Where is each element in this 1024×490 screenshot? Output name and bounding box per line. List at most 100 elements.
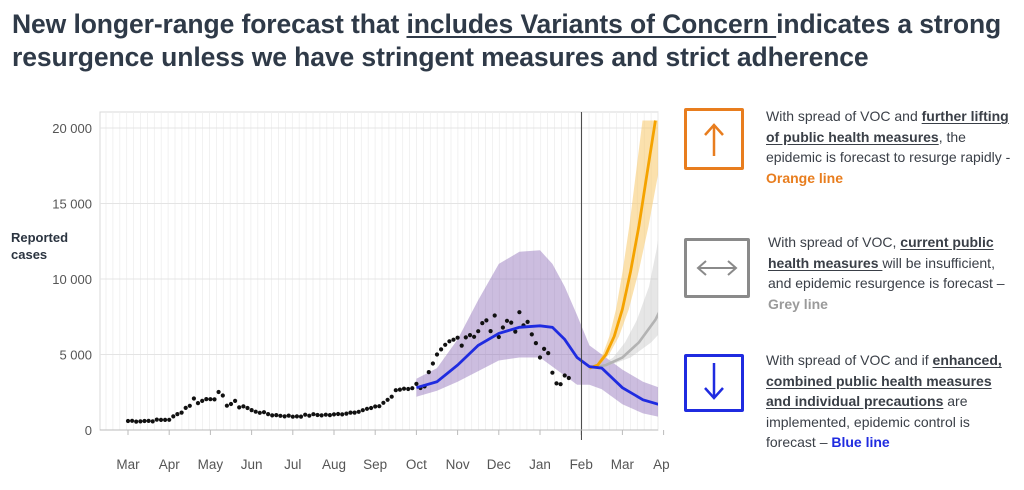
data-point — [319, 413, 324, 418]
data-point — [233, 398, 238, 403]
data-point — [134, 419, 139, 424]
data-point — [266, 412, 271, 417]
data-point — [344, 411, 349, 416]
data-point — [294, 414, 299, 419]
data-point — [558, 382, 563, 387]
data-point — [533, 341, 539, 346]
legend-blue: With spread of VOC and if enhanced, comb… — [684, 350, 1014, 480]
data-point — [336, 411, 341, 417]
orange-forecast-line — [588, 120, 657, 370]
data-point — [348, 410, 353, 415]
data-point — [467, 333, 473, 338]
data-point — [158, 417, 164, 422]
data-point — [171, 414, 176, 419]
data-point — [513, 329, 518, 334]
data-point — [463, 335, 468, 340]
x-tick-label: Mar — [116, 457, 140, 472]
data-point — [434, 352, 440, 357]
x-tick-label: Jun — [241, 457, 263, 472]
data-point — [200, 398, 205, 403]
arrow-up-icon — [704, 123, 724, 156]
blue-line-label: Blue line — [831, 434, 890, 450]
legend-grey: With spread of VOC, current public healt… — [684, 232, 1014, 332]
data-point — [484, 318, 489, 323]
legend-orange: With spread of VOC and further lifting o… — [684, 106, 1014, 206]
data-point — [537, 355, 543, 360]
data-point — [154, 417, 159, 422]
data-point — [138, 419, 143, 424]
data-point — [142, 418, 147, 424]
data-point — [191, 396, 196, 401]
orange-line-label: Orange line — [766, 169, 844, 186]
data-point — [183, 405, 188, 410]
x-tick-label: May — [198, 457, 224, 472]
y-tick-label: 20 000 — [52, 121, 92, 136]
data-point — [163, 417, 168, 422]
data-point — [393, 388, 398, 393]
data-point — [496, 334, 501, 340]
data-point — [327, 413, 332, 418]
plot-series-group — [125, 120, 658, 424]
data-point — [410, 386, 415, 391]
x-tick-label: Jul — [284, 457, 301, 472]
data-point — [298, 414, 304, 419]
x-tick-label: Nov — [446, 457, 470, 472]
data-point — [257, 410, 262, 415]
data-point — [500, 325, 505, 330]
data-point — [397, 387, 402, 392]
data-point — [208, 397, 213, 402]
data-point — [274, 413, 279, 418]
title-pre: New longer-range forecast that — [12, 9, 407, 39]
data-point — [360, 408, 365, 413]
data-point — [179, 410, 184, 415]
page-title: New longer-range forecast that includes … — [12, 8, 1017, 74]
data-point — [426, 370, 431, 375]
data-point — [566, 375, 571, 381]
title-post: indicates a strong resurgence unless we … — [12, 9, 1002, 72]
title-underlined: includes Variants of Concern — [406, 9, 777, 39]
blue-forecast-line — [416, 324, 658, 406]
data-point — [331, 412, 337, 417]
data-point — [278, 413, 283, 418]
data-point — [414, 381, 419, 386]
data-point — [146, 418, 151, 423]
data-point — [476, 329, 481, 334]
data-point — [307, 413, 312, 418]
data-point — [364, 406, 370, 411]
data-point — [377, 404, 382, 409]
legend-grey-text: With spread of VOC, current public healt… — [768, 234, 1005, 312]
data-point — [224, 403, 229, 408]
data-point — [253, 409, 258, 414]
data-point — [270, 413, 275, 418]
data-point — [212, 397, 217, 402]
legend-orange-text: With spread of VOC and further lifting o… — [766, 108, 1011, 186]
data-point — [356, 409, 361, 414]
data-point — [451, 337, 456, 342]
data-point — [509, 320, 514, 325]
data-point — [323, 412, 328, 417]
data-point — [381, 400, 386, 405]
data-point — [228, 401, 234, 407]
y-tick-label: 10 000 — [52, 272, 92, 287]
data-point — [373, 404, 378, 409]
x-tick-label: Mar — [611, 457, 635, 472]
data-point — [315, 412, 320, 418]
data-point — [430, 361, 435, 366]
data-point — [195, 401, 201, 406]
x-tick-label: Feb — [570, 457, 593, 472]
blue-forecast-band — [416, 250, 658, 417]
data-point — [150, 419, 155, 424]
data-point — [249, 408, 254, 413]
grey-box — [684, 238, 750, 298]
data-point — [550, 370, 555, 375]
data-point — [529, 332, 534, 337]
data-point — [340, 412, 345, 417]
data-point — [187, 403, 192, 408]
x-tick-label: Jan — [529, 457, 551, 472]
data-point — [401, 386, 407, 391]
data-point — [443, 342, 448, 347]
data-point — [389, 394, 394, 399]
data-point — [525, 319, 530, 324]
cases-chart: 0 5 000 10 000 15 000 20 000 Mar Apr May Jun Jul A… — [52, 111, 670, 472]
data-point — [488, 329, 493, 334]
